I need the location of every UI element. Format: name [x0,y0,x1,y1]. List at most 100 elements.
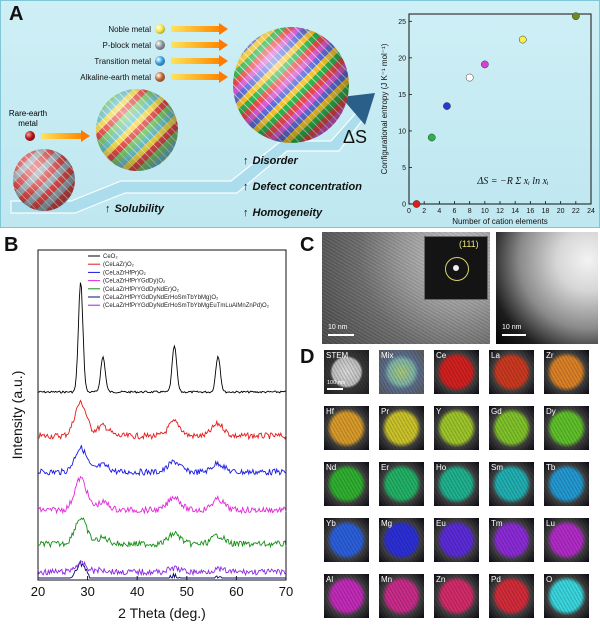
eds-map-label: Ce [436,351,447,360]
eds-map-label: La [491,351,500,360]
x-tick-label: 60 [229,584,243,599]
up-arrow-icon: ↑ [243,155,249,167]
eds-map-er: Er [379,462,424,506]
alkaline-earth-atom-icon [155,72,165,82]
map-noise [324,462,369,506]
xrd-pattern-line [37,282,287,394]
map-noise [434,462,479,506]
arrow-right-icon [219,23,228,35]
eds-map-ce: Ce [434,350,479,394]
map-noise [434,406,479,450]
map-noise [489,406,534,450]
rare-earth-label-line1: Rare-earth [8,109,48,118]
panel-a-letter: A [9,3,24,25]
x-tick-label: 12 [496,208,504,215]
medium-lattice-sphere [96,89,178,171]
up-arrow-icon: ↑ [243,181,249,193]
xrd-pattern-line [37,560,287,577]
panel-c: C (111) 10 nm 10 nm [300,232,600,344]
feature-text: Disorder [252,155,298,167]
eds-map-nd: Nd [324,462,369,506]
map-noise [544,518,589,562]
eds-map-sm: Sm [489,462,534,506]
map-noise [544,350,589,394]
x-tick-label: 16 [526,208,534,215]
panel-d-letter: D [300,346,315,368]
legend-entry: (CeLaZrHfPrYGdDyNdEr)O₂ [103,287,180,293]
data-point [465,73,474,82]
eds-map-stem: STEM 100 nm [324,350,369,394]
scale-bar-label: 10 nm [328,324,348,331]
map-noise [324,518,369,562]
transition-atom-icon [155,56,165,66]
xrd-pattern-line [37,399,287,441]
eds-map-label: Mn [381,575,393,584]
arrow-shaft [171,58,219,64]
x-axis-label: Number of cation elements [452,217,548,226]
legend-entry: (CeLaZrHfPrYGdDyNdErHoSmTbYbMgEuTmLuAlMn… [103,303,270,309]
map-noise [489,350,534,394]
xrd-pattern-line [37,517,287,549]
eds-map-zr: Zr [544,350,589,394]
eds-map-tm: Tm [489,518,534,562]
metal-label-p-block: P-block metal [102,41,151,50]
entropy-equation: ΔS = −R Σ xᵢ ln xᵢ [476,176,549,187]
x-tick-label: 20 [557,208,565,215]
x-axis-label: 2 Theta (deg.) [118,605,206,621]
x-tick-label: 14 [511,208,519,215]
y-tick-label: 15 [398,92,406,99]
map-noise [379,574,424,618]
y-tick-label: 25 [398,19,406,26]
panel-b: B 20 30 40 50 60 70 2 Theta (deg.) Intensity (a… [0,232,318,627]
eds-map-pr: Pr [379,406,424,450]
eds-map-label: Dy [546,407,556,416]
eds-map-label: Y [436,407,442,416]
eds-map-label: Hf [326,407,334,416]
data-point [427,133,436,142]
large-lattice-sphere [233,27,349,143]
plot-frame [37,249,287,581]
x-tick-label: 8 [468,208,472,215]
eds-map-gd: Gd [489,406,534,450]
eds-map-label: Er [381,463,389,472]
x-tick-label: 50 [180,584,194,599]
metal-label-noble: Noble metal [108,25,151,34]
legend-entry: (CeLaZrHfPrYGdDy)O₂ [103,279,166,285]
eds-map-tb: Tb [544,462,589,506]
arrow-shaft [41,133,81,139]
metal-label-alkaline-earth: Alkaline-earth metal [80,73,151,82]
eds-map-label: Nd [326,463,337,472]
map-noise [544,406,589,450]
y-tick-label: 10 [398,128,406,135]
arrow-shaft [171,74,219,80]
xrd-pattern-line [37,445,287,477]
up-arrow-icon: ↑ [243,207,249,219]
panel-b-letter: B [4,234,19,256]
legend-entry: (CeLaZrHfPrYGdDyNdErHoSmTbYbMg)O₂ [103,295,219,301]
arrow-shaft [171,26,219,32]
y-tick-label: 0 [402,202,406,209]
p-block-atom-icon [155,40,165,50]
data-point [571,12,580,21]
data-point [480,60,489,69]
data-point [518,35,527,44]
map-noise [324,574,369,618]
y-tick-label: 20 [398,55,406,62]
eds-map-label: Lu [546,519,555,528]
eds-map-label: Al [326,575,334,584]
y-axis-label: Configurational entropy (J K⁻¹ mol⁻¹) [380,43,389,174]
arrow-right-icon [219,55,228,67]
x-tick-label: 18 [542,208,550,215]
scale-bar [328,334,354,336]
map-noise [434,350,479,394]
eds-map-al: Al [324,574,369,618]
eds-map-la: La [489,350,534,394]
eds-map-label: Sm [491,463,503,472]
eds-map-mix: Mix [379,350,424,394]
eds-map-label: Tb [546,463,556,472]
eds-map-mn: Mn [379,574,424,618]
xrd-pattern-line [38,559,286,580]
fft-ring [445,257,469,281]
rare-earth-label: Rare-earth metal [5,109,51,129]
